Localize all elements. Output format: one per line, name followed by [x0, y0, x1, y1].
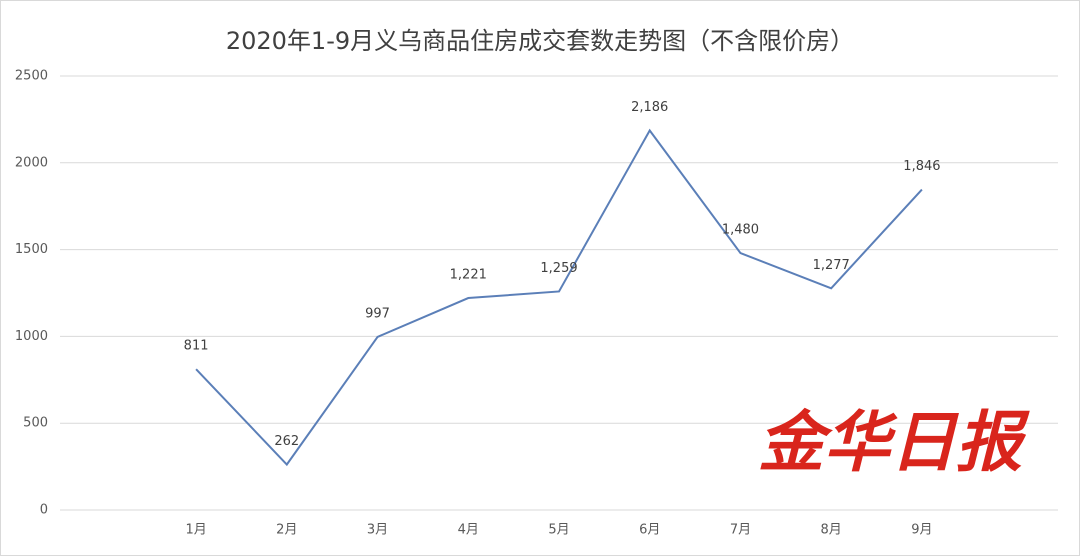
x-tick-label: 8月 — [821, 523, 842, 538]
y-tick-label: 1000 — [15, 329, 48, 344]
y-tick-label: 2000 — [15, 155, 48, 170]
x-tick-label: 1月 — [185, 523, 206, 538]
x-tick-label: 4月 — [458, 523, 479, 538]
data-label: 1,480 — [722, 223, 759, 238]
x-tick-label: 7月 — [730, 523, 751, 538]
data-label: 1,846 — [903, 159, 940, 174]
x-tick-label: 5月 — [548, 523, 569, 538]
x-tick-label: 3月 — [367, 523, 388, 538]
line — [195, 128, 923, 467]
watermark: 金华日报 — [758, 403, 1030, 481]
data-label: 1,259 — [540, 261, 577, 276]
data-label: 2,186 — [631, 100, 668, 115]
y-tick-label: 2500 — [15, 69, 48, 84]
x-tick-label: 9月 — [911, 523, 932, 538]
x-tick-label: 2月 — [276, 523, 297, 538]
data-label: 1,277 — [813, 258, 850, 273]
y-tick-label: 500 — [23, 416, 48, 431]
data-label: 262 — [274, 434, 299, 449]
chart-title: 2020年1-9月义乌商品住房成交套数走势图（不含限价房） — [226, 27, 854, 55]
data-label: 1,221 — [450, 268, 487, 283]
data-label: 811 — [184, 339, 209, 354]
y-tick-label: 1500 — [15, 242, 48, 257]
x-tick-label: 6月 — [639, 523, 660, 538]
y-tick-label: 0 — [40, 503, 48, 518]
data-label: 997 — [365, 306, 390, 321]
